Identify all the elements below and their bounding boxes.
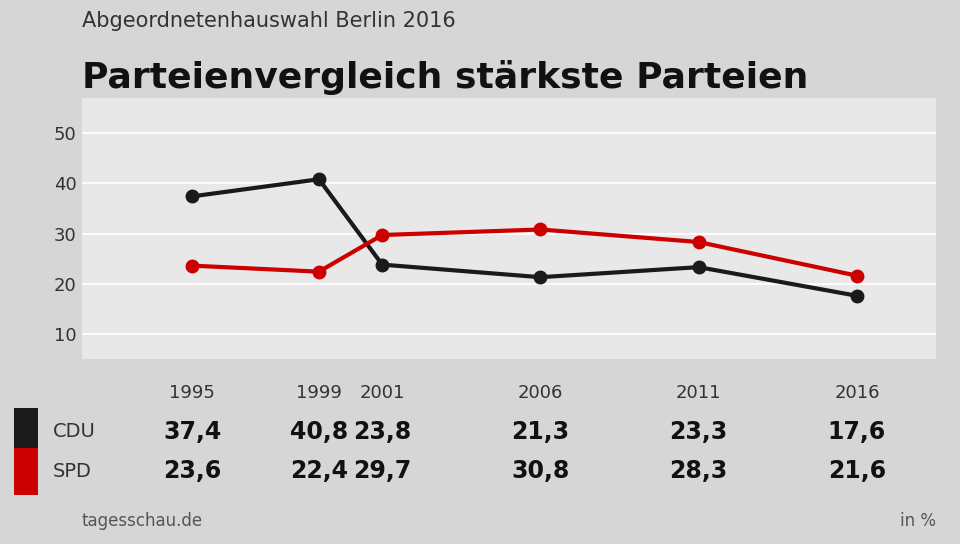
Text: 1995: 1995: [169, 384, 215, 401]
Text: 30,8: 30,8: [512, 459, 569, 483]
Text: Parteienvergleich stärkste Parteien: Parteienvergleich stärkste Parteien: [82, 60, 808, 95]
Text: 23,6: 23,6: [163, 459, 222, 483]
FancyBboxPatch shape: [14, 408, 38, 455]
Text: 1999: 1999: [296, 384, 342, 401]
Text: 28,3: 28,3: [669, 459, 728, 483]
Text: 21,6: 21,6: [828, 459, 886, 483]
Text: 29,7: 29,7: [353, 459, 411, 483]
Text: CDU: CDU: [53, 422, 96, 441]
Text: SPD: SPD: [53, 462, 91, 481]
Text: 40,8: 40,8: [290, 419, 348, 443]
Text: 23,3: 23,3: [669, 419, 728, 443]
Text: 37,4: 37,4: [163, 419, 222, 443]
Text: 21,3: 21,3: [512, 419, 569, 443]
Text: in %: in %: [900, 512, 936, 530]
Text: 2006: 2006: [517, 384, 564, 401]
Text: 2011: 2011: [676, 384, 721, 401]
Text: 17,6: 17,6: [828, 419, 886, 443]
Text: 23,8: 23,8: [353, 419, 411, 443]
Text: tagesschau.de: tagesschau.de: [82, 512, 203, 530]
Text: 22,4: 22,4: [290, 459, 348, 483]
Text: 2001: 2001: [360, 384, 405, 401]
Text: 2016: 2016: [834, 384, 879, 401]
Text: Abgeordnetenhauswahl Berlin 2016: Abgeordnetenhauswahl Berlin 2016: [82, 11, 455, 31]
FancyBboxPatch shape: [14, 448, 38, 495]
